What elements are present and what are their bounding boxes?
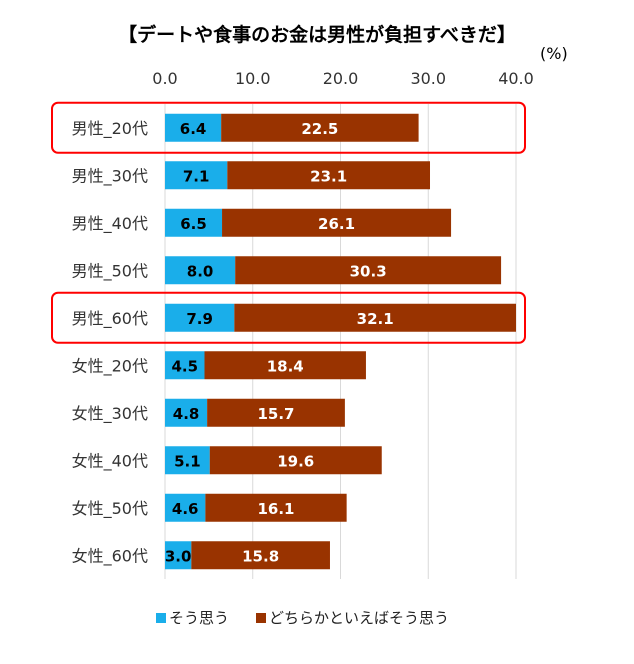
legend-item-1: どちらかといえばそう思う — [256, 607, 449, 628]
bar-somewhat-agree — [235, 256, 502, 285]
data-label: 5.1 — [174, 452, 201, 470]
category-label: 女性_40代 — [72, 451, 148, 471]
data-label: 19.6 — [277, 452, 314, 470]
category-label: 男性_40代 — [72, 214, 148, 234]
data-label: 30.3 — [350, 262, 387, 280]
data-label: 4.8 — [173, 405, 200, 423]
highlight-box — [51, 291, 526, 344]
x-tick-label: 20.0 — [323, 69, 359, 88]
data-label: 8.0 — [187, 262, 214, 280]
bar-somewhat-agree — [222, 208, 452, 237]
data-label: 18.4 — [267, 357, 304, 375]
bar-somewhat-agree — [207, 398, 345, 427]
bar-agree — [165, 351, 205, 380]
data-label: 15.7 — [257, 405, 294, 423]
bar-agree — [165, 113, 222, 142]
bar-somewhat-agree — [234, 303, 516, 332]
x-tick-label: 0.0 — [152, 69, 177, 88]
category-label: 女性_30代 — [72, 404, 148, 424]
bar-agree — [165, 256, 236, 285]
bar-somewhat-agree — [205, 493, 347, 522]
category-label: 男性_30代 — [72, 166, 148, 186]
data-label: 7.9 — [186, 310, 213, 328]
bar-agree — [165, 446, 210, 475]
category-label: 男性_60代 — [72, 309, 148, 329]
x-tick-label: 30.0 — [410, 69, 446, 88]
chart-title: 【デートや食事のお金は男性が負担すべきだ】 — [118, 24, 516, 46]
data-label: 6.5 — [180, 215, 207, 233]
data-label: 15.8 — [242, 547, 279, 565]
data-label: 32.1 — [357, 310, 394, 328]
bar-somewhat-agree — [209, 446, 382, 475]
highlight-box — [51, 101, 526, 154]
data-label: 22.5 — [301, 120, 338, 138]
bar-agree — [165, 161, 228, 190]
x-tick-label: 10.0 — [235, 69, 271, 88]
category-label: 男性_20代 — [72, 119, 148, 139]
unit-label: (%) — [540, 44, 568, 63]
category-label: 男性_50代 — [72, 261, 148, 281]
category-label: 女性_60代 — [72, 546, 148, 566]
x-tick-label: 40.0 — [498, 69, 534, 88]
data-label: 23.1 — [310, 167, 347, 185]
category-label: 女性_50代 — [72, 499, 148, 519]
bar-somewhat-agree — [221, 113, 419, 142]
data-label: 26.1 — [318, 215, 355, 233]
data-label: 4.5 — [171, 357, 198, 375]
legend-swatch — [156, 612, 166, 623]
bar-agree — [165, 398, 208, 427]
legend-swatch — [256, 612, 266, 623]
bar-somewhat-agree — [191, 541, 330, 570]
bar-agree — [165, 493, 206, 522]
data-label: 4.6 — [172, 500, 199, 518]
bar-somewhat-agree — [227, 161, 431, 190]
bar-agree — [165, 541, 192, 570]
data-label: 7.1 — [183, 167, 210, 185]
legend-item-0: そう思う — [156, 607, 229, 628]
legend-label: そう思う — [169, 609, 230, 627]
data-label: 16.1 — [257, 500, 294, 518]
bar-agree — [165, 208, 223, 237]
bar-agree — [165, 303, 235, 332]
bar-somewhat-agree — [204, 351, 366, 380]
data-label: 6.4 — [180, 120, 207, 138]
data-label: 3.0 — [165, 547, 192, 565]
category-label: 女性_20代 — [72, 356, 148, 376]
legend-label: どちらかといえばそう思う — [269, 609, 450, 627]
